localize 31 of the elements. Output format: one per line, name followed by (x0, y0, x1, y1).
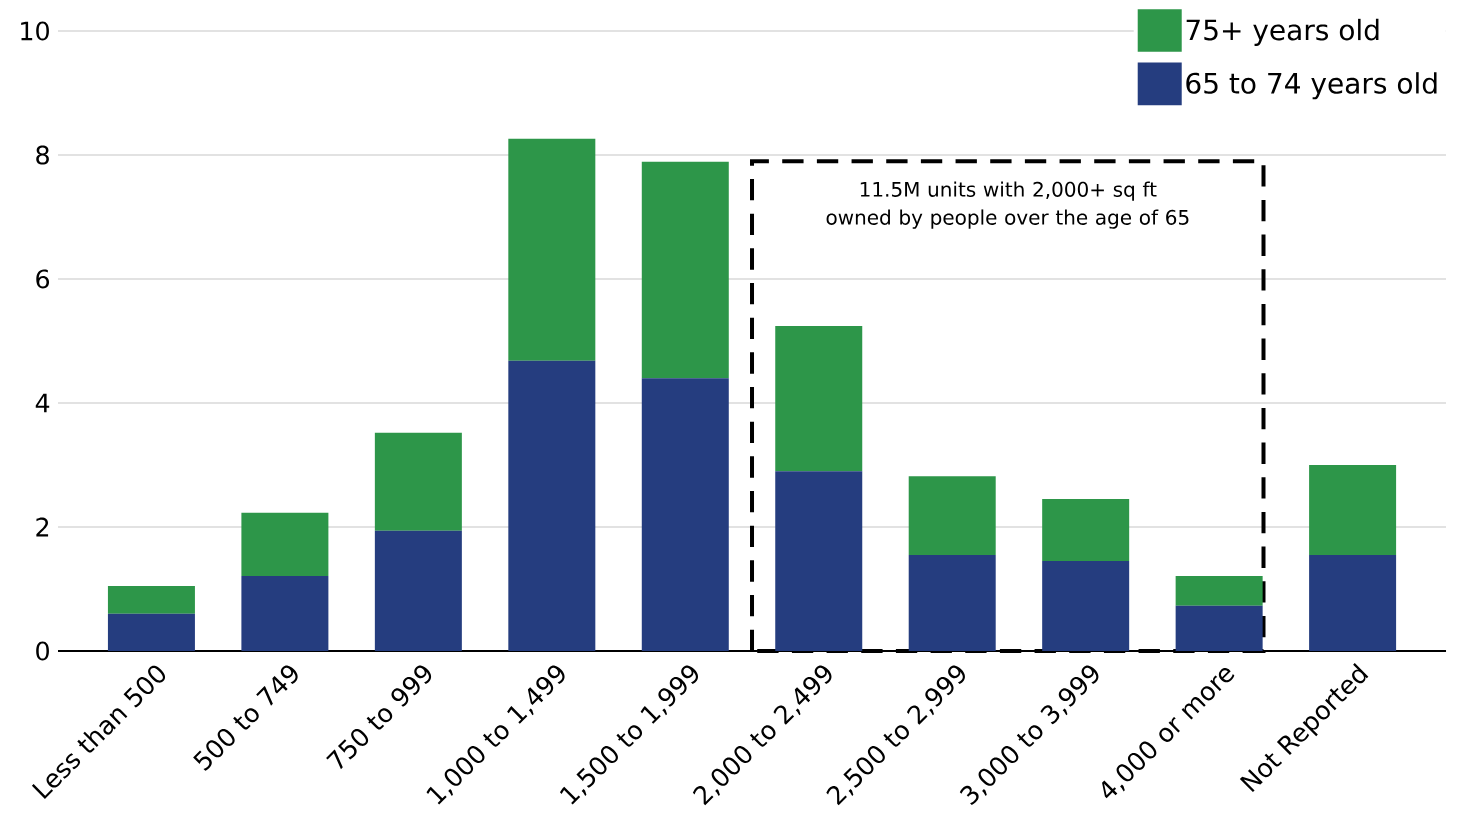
legend-label: 65 to 74 years old (1186, 72, 1437, 100)
bar (1175, 575, 1263, 606)
x-tick-label: 500 to 749 (193, 665, 298, 771)
bar (775, 326, 863, 472)
bar (1309, 464, 1397, 555)
bar (641, 161, 729, 379)
bar (1042, 561, 1130, 651)
y-tick-label: 6 (36, 269, 50, 289)
bar (241, 512, 329, 576)
bar (508, 138, 596, 361)
bar (1175, 605, 1263, 651)
bar (908, 554, 996, 651)
bar (775, 471, 863, 651)
bar (107, 585, 195, 614)
bar (374, 530, 462, 651)
x-tick-label: 750 to 999 (326, 665, 432, 770)
y-tick-label: 0 (36, 641, 49, 661)
bar (107, 613, 195, 651)
bar (241, 575, 329, 651)
bar (908, 476, 996, 555)
annotation: 11.5M units with 2,000+ sq ft owned by people over the age of 65 (826, 181, 1189, 229)
legend-label: 75+ years old (1186, 18, 1379, 46)
y-tick-label: 4 (35, 393, 50, 413)
y-tick-label: 8 (36, 145, 49, 165)
bar (1309, 554, 1397, 651)
bar (641, 378, 729, 651)
bar (374, 432, 462, 531)
y-tick-label: 2 (36, 517, 49, 537)
y-tick-label: 10 (21, 21, 49, 41)
bar (1042, 499, 1130, 562)
bar (508, 360, 596, 651)
